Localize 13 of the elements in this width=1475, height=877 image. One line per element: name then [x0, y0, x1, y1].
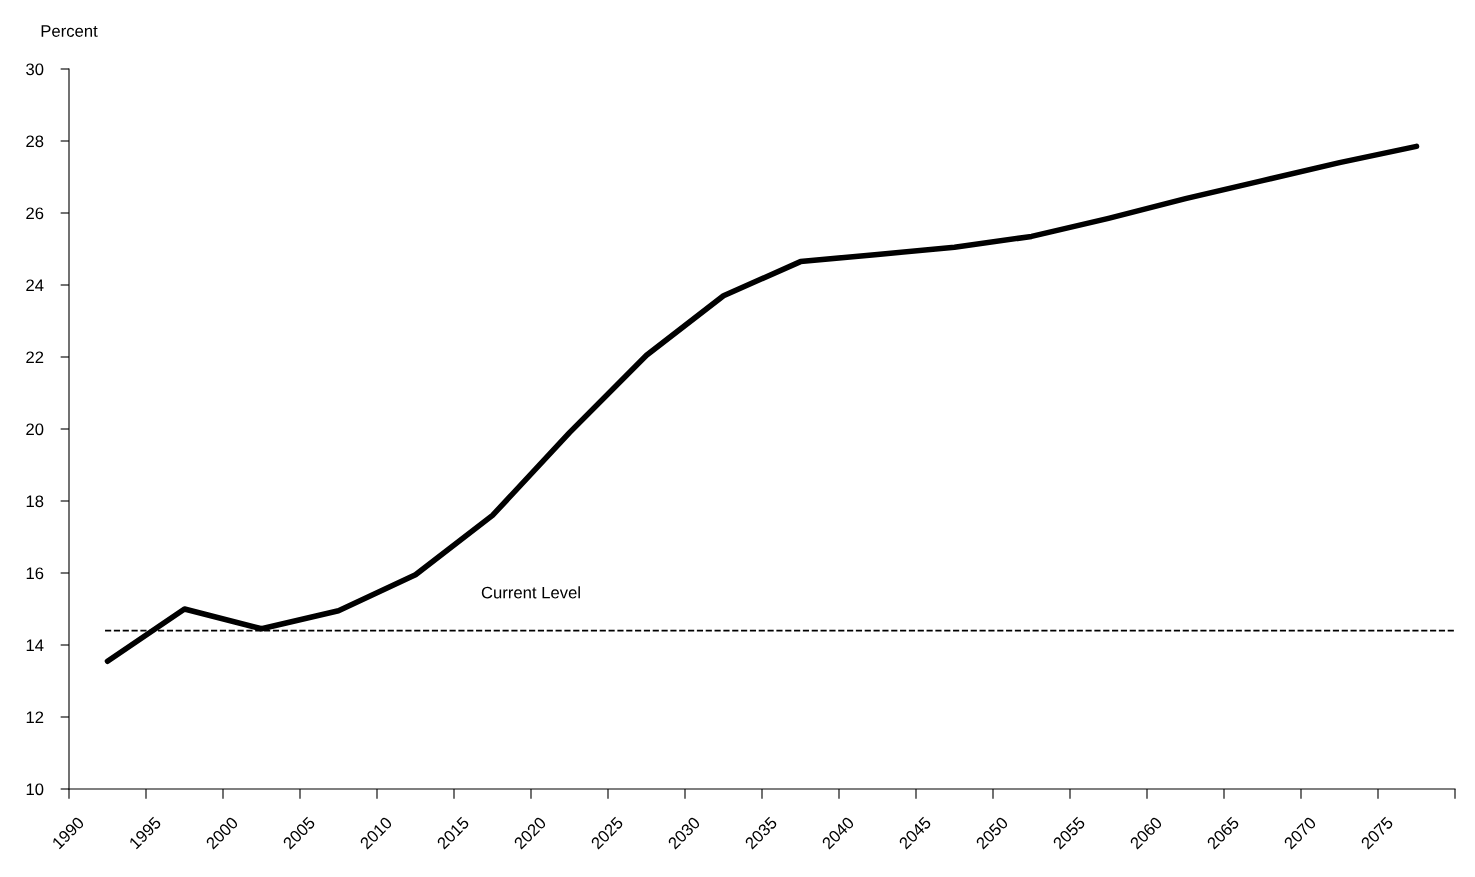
y-tick-label: 14: [26, 639, 44, 652]
y-tick-label: 22: [26, 351, 44, 364]
y-tick-label: 10: [26, 783, 44, 796]
y-tick-label: 12: [26, 711, 44, 724]
y-tick-label: 16: [26, 567, 44, 580]
y-tick-label: 26: [26, 207, 44, 220]
ref-line-label: Current Level: [481, 586, 580, 599]
y-tick-label: 20: [26, 423, 44, 436]
y-tick-label: 30: [26, 63, 44, 76]
y-tick-label: 28: [26, 135, 44, 148]
y-axis-title: Percent: [41, 25, 98, 37]
y-tick-label: 18: [26, 495, 44, 508]
y-tick-label: 24: [26, 279, 44, 292]
